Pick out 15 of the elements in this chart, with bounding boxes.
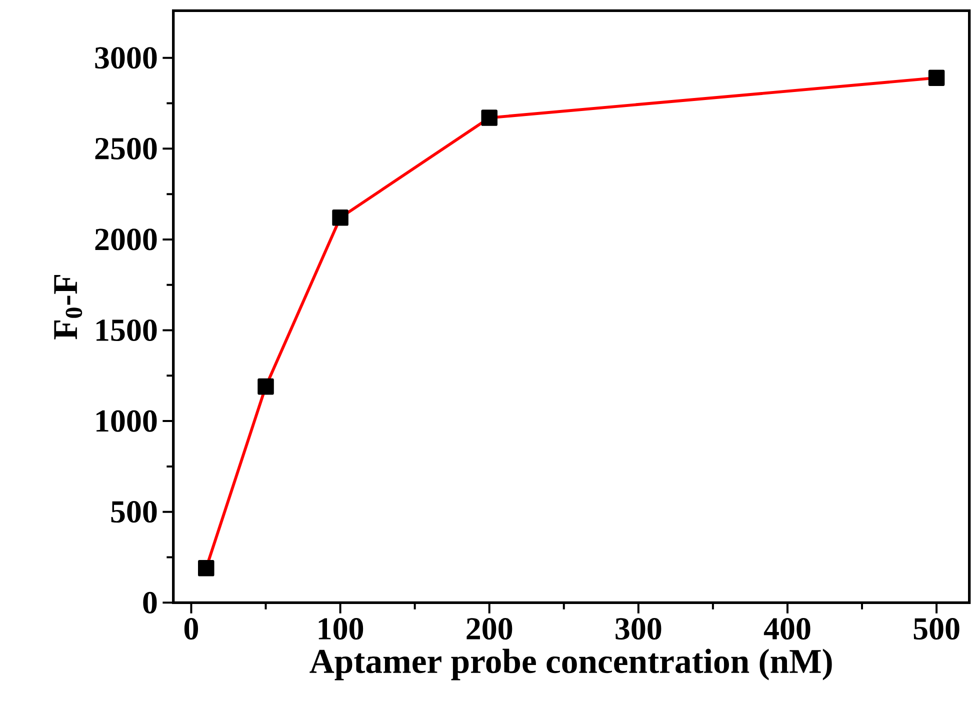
x-axis-title: Aptamer probe concentration (nM)	[310, 648, 832, 680]
y-tick-label: 2500	[95, 138, 157, 160]
y-tick-label: 1500	[96, 319, 157, 342]
x-tick-label: 100	[318, 618, 364, 640]
y-tick-label: 2000	[95, 228, 157, 250]
y-axis-title: F$_{0}$-F	[54, 274, 82, 340]
x-tick-label: 0	[184, 618, 198, 640]
x-tick-label: 400	[764, 618, 810, 640]
x-tick-label: 300	[616, 618, 662, 640]
y-tick-label: 3000	[95, 47, 157, 69]
y-tick-label: 1000	[96, 410, 157, 432]
x-tick-label: 500	[914, 618, 960, 640]
y-tick-label: 500	[111, 501, 157, 523]
x-tick-label: 200	[466, 618, 512, 640]
y-tick-label: 0	[143, 592, 157, 614]
